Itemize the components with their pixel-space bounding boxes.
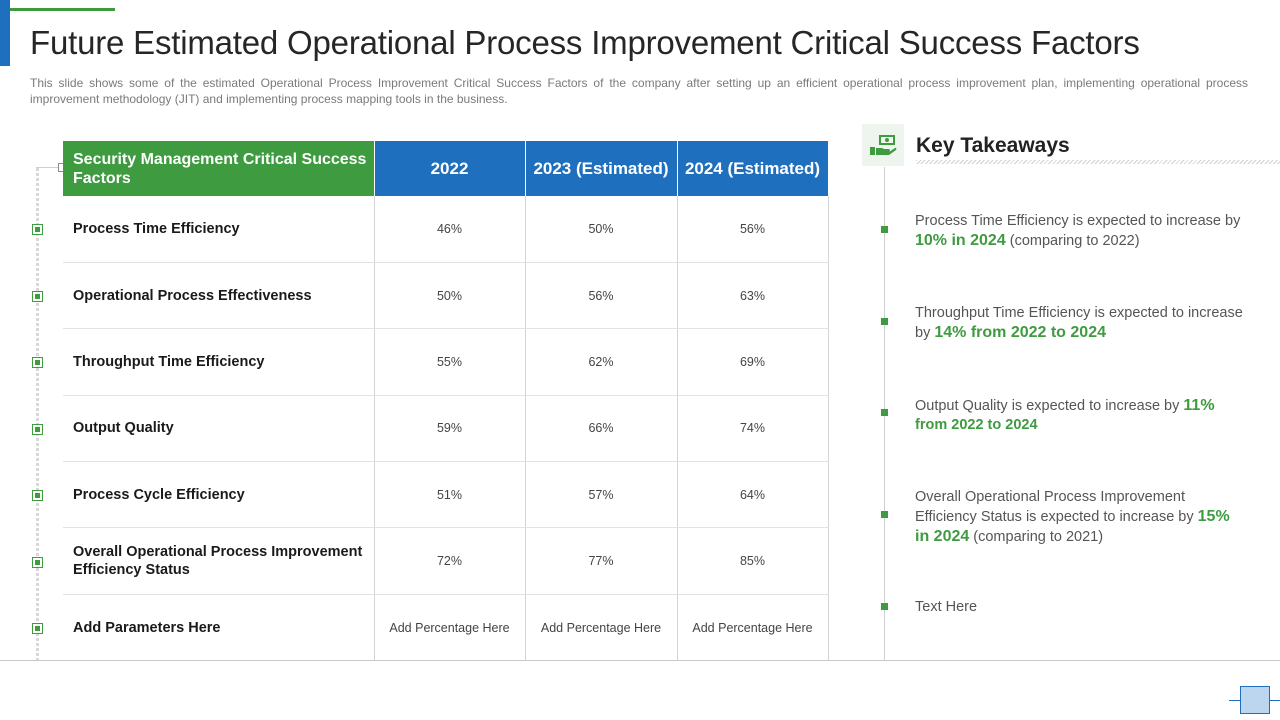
page-title: Future Estimated Operational Process Imp… [30, 24, 1140, 61]
value-2024: Add Percentage Here [677, 594, 829, 661]
takeaway-item: Process Time Efficiency is expected to i… [915, 212, 1245, 251]
header-factor: Security Management Critical Success Fac… [63, 141, 375, 196]
takeaway-highlight-2: from 2022 to 2024 [915, 417, 1038, 433]
takeaway-item: Overall Operational Process Improvement … [915, 488, 1245, 547]
takeaway-bullet [881, 603, 888, 610]
header-2024: 2024 (Estimated) [677, 141, 829, 196]
factor-cell: Overall Operational Process Improvement … [63, 527, 375, 595]
row-marker [32, 424, 43, 435]
key-takeaways-title: Key Takeaways [916, 134, 1070, 157]
value-2023: 66% [525, 395, 678, 463]
accent-line [10, 8, 115, 11]
value-2023: 62% [525, 328, 678, 396]
value-2023: 77% [525, 527, 678, 595]
value-2022: 59% [374, 395, 526, 463]
value-2023: Add Percentage Here [525, 594, 678, 661]
left-timeline-connector [36, 167, 60, 168]
value-2024: 74% [677, 395, 829, 463]
value-2024: 63% [677, 262, 829, 330]
factor-cell: Process Cycle Efficiency [63, 461, 375, 529]
takeaway-item: Text Here [915, 598, 1245, 617]
factor-cell: Operational Process Effectiveness [63, 262, 375, 330]
value-2022: 72% [374, 527, 526, 595]
value-2023: 50% [525, 196, 678, 263]
takeaway-text-suffix: (comparing to 2021) [969, 529, 1104, 545]
value-2024: 56% [677, 196, 829, 263]
success-factors-table: Security Management Critical Success Fac… [63, 141, 829, 661]
takeaway-bullet [881, 409, 888, 416]
page-subtitle: This slide shows some of the estimated O… [30, 76, 1248, 106]
factor-cell: Add Parameters Here [63, 594, 375, 661]
takeaway-bullet [881, 511, 888, 518]
value-2022: Add Percentage Here [374, 594, 526, 661]
row-marker [32, 357, 43, 368]
header-2023: 2023 (Estimated) [525, 141, 678, 196]
row-marker [32, 291, 43, 302]
takeaway-item: Output Quality is expected to increase b… [915, 396, 1245, 435]
value-2022: 55% [374, 328, 526, 396]
handshake-icon [862, 124, 904, 166]
bottom-divider [0, 660, 1280, 661]
takeaway-bullet [881, 318, 888, 325]
takeaway-text: Overall Operational Process Improvement … [915, 489, 1198, 525]
factor-cell: Output Quality [63, 395, 375, 463]
takeaway-text: Process Time Efficiency is expected to i… [915, 213, 1241, 229]
value-2022: 50% [374, 262, 526, 330]
takeaway-highlight: 14% from 2022 to 2024 [934, 324, 1106, 341]
takeaway-text: Text Here [915, 599, 978, 615]
row-marker [32, 490, 43, 501]
table-row: Add Parameters Here Add Percentage Here … [63, 594, 829, 661]
takeaway-text: Throughput Time Efficiency is expected t… [915, 305, 1243, 341]
row-marker [32, 557, 43, 568]
factor-cell: Process Time Efficiency [63, 196, 375, 263]
takeaway-bullet [881, 226, 888, 233]
table-header-row: Security Management Critical Success Fac… [63, 141, 829, 196]
takeaway-highlight: 15% in 2024 [915, 508, 1230, 545]
table-row: Operational Process Effectiveness 50% 56… [63, 262, 829, 330]
accent-bar [0, 0, 10, 66]
value-2023: 56% [525, 262, 678, 330]
value-2024: 69% [677, 328, 829, 396]
factor-cell: Throughput Time Efficiency [63, 328, 375, 396]
table-row: Throughput Time Efficiency 55% 62% 69% [63, 328, 829, 396]
value-2023: 57% [525, 461, 678, 529]
takeaway-text: Output Quality is expected to increase b… [915, 398, 1184, 414]
table-row: Output Quality 59% 66% 74% [63, 395, 829, 463]
table-row: Overall Operational Process Improvement … [63, 527, 829, 595]
takeaway-highlight: 10% in 2024 [915, 232, 1006, 249]
value-2022: 51% [374, 461, 526, 529]
value-2024: 64% [677, 461, 829, 529]
row-marker [32, 224, 43, 235]
header-2022: 2022 [374, 141, 526, 196]
table-row: Process Time Efficiency 46% 50% 56% [63, 196, 829, 263]
row-marker [32, 623, 43, 634]
takeaway-item: Throughput Time Efficiency is expected t… [915, 304, 1245, 343]
slide-nav-button[interactable] [1240, 686, 1270, 714]
table-row: Process Cycle Efficiency 51% 57% 64% [63, 461, 829, 529]
key-takeaways-underline [916, 160, 1280, 164]
value-2022: 46% [374, 196, 526, 263]
takeaway-highlight: 11% [1183, 397, 1215, 414]
takeaway-text-suffix: (comparing to 2022) [1005, 233, 1140, 249]
left-timeline-line [36, 168, 39, 660]
value-2024: 85% [677, 527, 829, 595]
